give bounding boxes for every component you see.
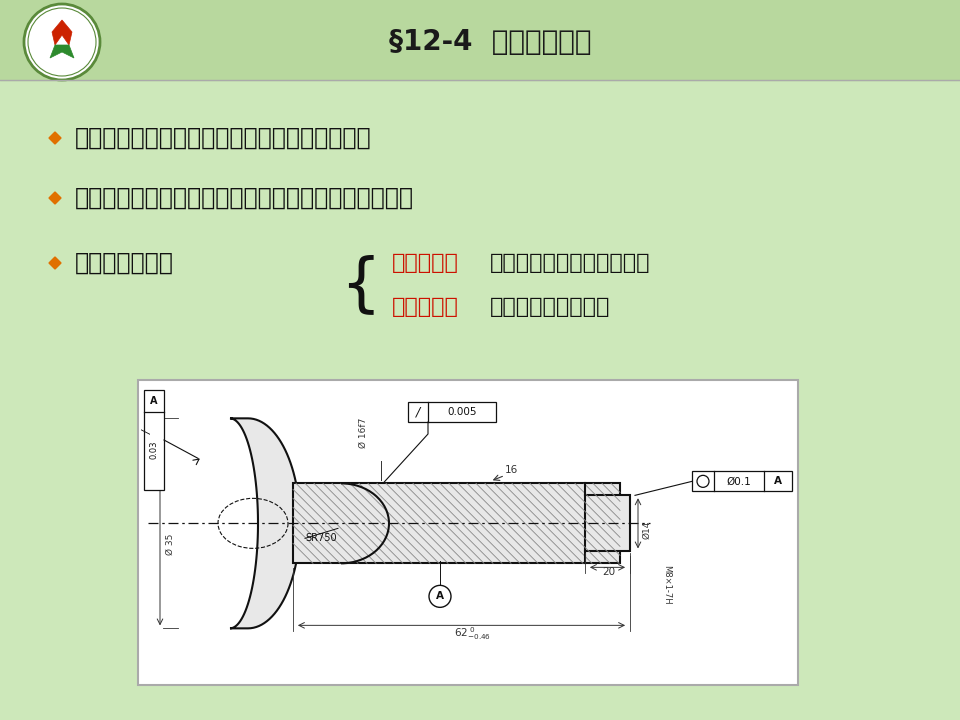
Circle shape bbox=[697, 475, 709, 487]
Text: 每一种机械产品都是由相关的零件装配而成的。: 每一种机械产品都是由相关的零件装配而成的。 bbox=[75, 126, 372, 150]
Text: /: / bbox=[143, 430, 153, 434]
Circle shape bbox=[429, 585, 451, 608]
Bar bbox=[585, 495, 630, 552]
Text: M8×1-7H: M8×1-7H bbox=[662, 565, 671, 605]
Polygon shape bbox=[52, 20, 72, 45]
Text: 微观表面粗糙程度。: 微观表面粗糙程度。 bbox=[490, 297, 611, 317]
Text: 20: 20 bbox=[603, 567, 615, 577]
Text: 只有采用加工合格的零件，才能达到规定的性能要求。: 只有采用加工合格的零件，才能达到规定的性能要求。 bbox=[75, 186, 414, 210]
Text: SR750: SR750 bbox=[305, 534, 337, 544]
Text: 零件的加工质量: 零件的加工质量 bbox=[75, 251, 174, 275]
Text: Ø0.1: Ø0.1 bbox=[727, 477, 752, 486]
Text: /: / bbox=[416, 405, 420, 418]
Polygon shape bbox=[49, 192, 61, 204]
Text: Ø 16f7: Ø 16f7 bbox=[359, 418, 368, 449]
Polygon shape bbox=[50, 45, 74, 58]
Text: Ø14: Ø14 bbox=[642, 521, 651, 539]
Text: 0.005: 0.005 bbox=[447, 407, 477, 417]
Bar bbox=[692, 472, 792, 491]
Polygon shape bbox=[49, 257, 61, 269]
Text: $62^{\ 0}_{-0.46}$: $62^{\ 0}_{-0.46}$ bbox=[453, 626, 491, 642]
Bar bbox=[144, 390, 164, 490]
Text: 表面质量：: 表面质量： bbox=[392, 297, 459, 317]
Bar bbox=[293, 483, 620, 563]
Bar bbox=[408, 402, 496, 422]
Polygon shape bbox=[230, 418, 300, 629]
Circle shape bbox=[24, 4, 100, 80]
Text: 16: 16 bbox=[505, 465, 518, 475]
Text: {: { bbox=[340, 254, 380, 316]
Polygon shape bbox=[49, 132, 61, 144]
Text: A: A bbox=[774, 477, 782, 486]
Bar bbox=[0, 0, 960, 80]
Text: 尺寸、形状、位置等要素。: 尺寸、形状、位置等要素。 bbox=[490, 253, 651, 273]
Text: §12-4  零件加工质量: §12-4 零件加工质量 bbox=[389, 28, 591, 56]
Text: A: A bbox=[151, 396, 157, 406]
Text: Ø 35: Ø 35 bbox=[166, 534, 175, 555]
Text: 加工精度：: 加工精度： bbox=[392, 253, 459, 273]
Text: 0.03: 0.03 bbox=[150, 441, 158, 459]
Text: A: A bbox=[436, 591, 444, 601]
Bar bbox=[138, 380, 798, 685]
